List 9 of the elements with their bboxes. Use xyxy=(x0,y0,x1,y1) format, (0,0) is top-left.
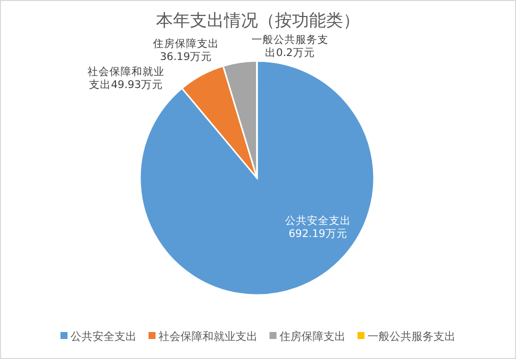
legend-label: 一般公共服务支出 xyxy=(368,330,456,343)
data-label: 住房保障支出36.19万元 xyxy=(152,38,220,64)
data-label: 社会保障和就业支出49.93万元 xyxy=(87,66,165,92)
chart-title: 本年支出情况（按功能类） xyxy=(156,11,360,31)
data-label: 公共安全支出692.19万元 xyxy=(284,215,352,241)
legend-label: 社会保障和就业支出 xyxy=(158,330,258,343)
data-label: 一般公共服务支出0.2万元 xyxy=(251,34,329,60)
legend-label: 公共安全支出 xyxy=(70,330,136,343)
legend-label: 住房保障支出 xyxy=(280,330,346,343)
